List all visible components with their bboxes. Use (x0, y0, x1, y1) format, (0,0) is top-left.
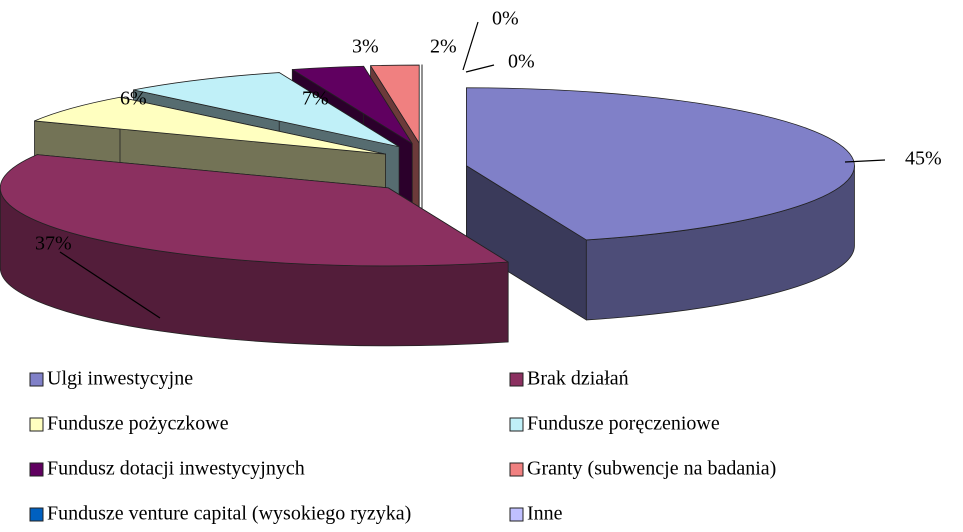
legend-swatch (509, 417, 524, 432)
legend-swatch (509, 462, 524, 477)
data-label: 0% (492, 8, 519, 30)
data-label: 45% (905, 148, 942, 170)
legend-swatch (29, 462, 44, 477)
legend-swatch (509, 372, 524, 387)
legend-swatch (509, 507, 524, 522)
data-label: 2% (430, 36, 457, 58)
slice (0, 154, 509, 267)
slice (291, 65, 413, 145)
legend-label: Granty (subwencje na badania) (527, 458, 776, 480)
legend-label: Brak działań (527, 368, 629, 390)
leader-line (844, 159, 886, 163)
slice (133, 72, 400, 148)
legend-label: Ulgi inwestycyjne (47, 368, 193, 390)
leader-line (59, 251, 161, 319)
data-label: 6% (120, 88, 147, 110)
slice (34, 96, 386, 155)
legend-label: Fundusz dotacji inwestycyjnych (47, 458, 305, 480)
legend-label: Fundusze venture capital (wysokiego ryzy… (47, 503, 411, 525)
data-label: 37% (35, 233, 72, 255)
legend-swatch (29, 417, 44, 432)
legend-label: Inne (527, 503, 563, 525)
data-label: 7% (302, 88, 329, 110)
legend-swatch (29, 372, 44, 387)
slice (370, 64, 420, 144)
legend-label: Fundusze poręczeniowe (527, 413, 720, 435)
data-label: 0% (508, 51, 535, 73)
data-label: 3% (352, 36, 379, 58)
leader-line (465, 64, 495, 73)
slice (466, 87, 855, 241)
legend-label: Fundusze pożyczkowe (47, 413, 229, 435)
legend-swatch (29, 507, 44, 522)
leader-line (462, 21, 479, 71)
